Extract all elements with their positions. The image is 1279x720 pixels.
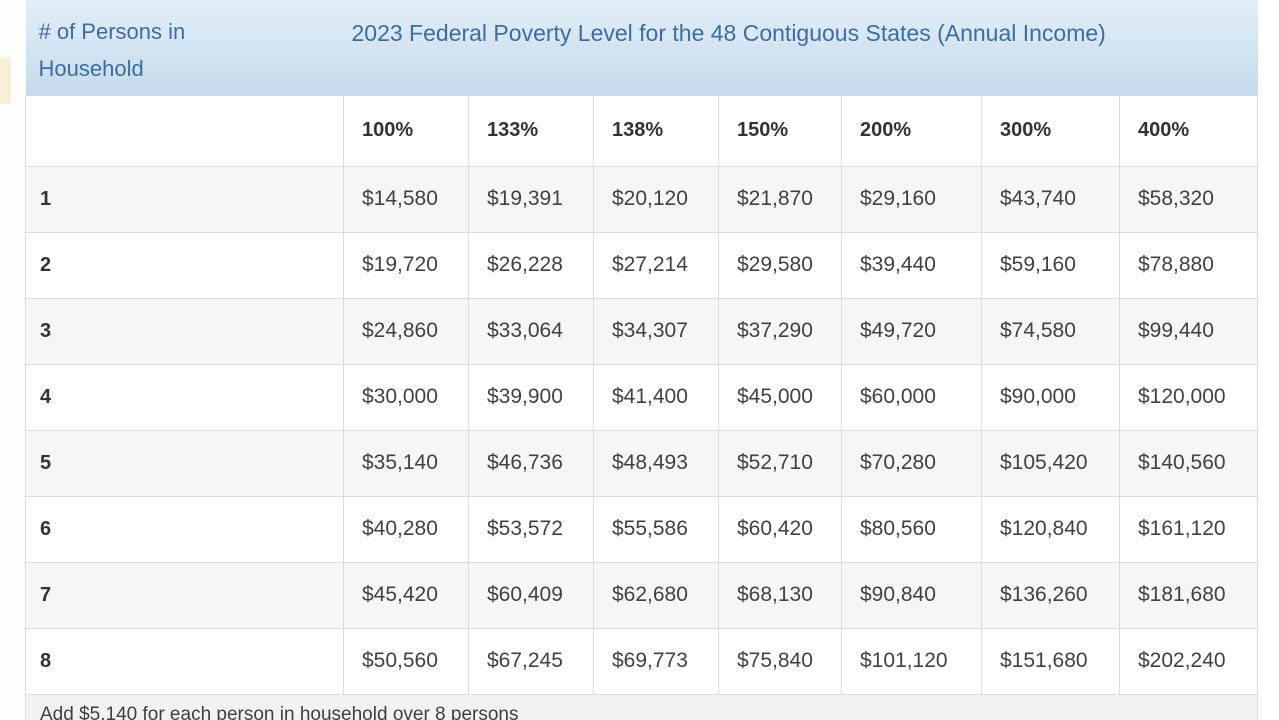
income-value-cell: $14,580 — [343, 165, 469, 233]
income-value-cell: $75,840 — [718, 627, 842, 695]
income-value-cell: $99,440 — [1118, 297, 1259, 365]
income-value-cell: $140,560 — [1118, 429, 1259, 497]
table-row: 2 $19,720 $26,228 $27,214 $29,580 $39,440 $59,… — [25, 231, 1259, 299]
footnote-row: Add $5,140 for each person in household … — [24, 693, 1259, 720]
income-value-cell: $19,391 — [468, 165, 594, 233]
income-value-cell: $30,000 — [343, 363, 469, 431]
blank-corner-cell — [25, 94, 344, 167]
percent-header-cell: 138% — [593, 94, 719, 167]
income-value-cell: $20,120 — [593, 165, 719, 233]
income-value-cell: $50,560 — [343, 627, 469, 695]
household-size-cell: 2 — [25, 231, 344, 299]
income-value-cell: $27,214 — [593, 231, 719, 299]
table-row: 7 $45,420 $60,409 $62,680 $68,130 $90,840 $136… — [25, 561, 1259, 629]
percent-header-row: 100% 133% 138% 150% 200% 300% 400% — [25, 94, 1259, 167]
income-value-cell: $21,870 — [718, 165, 842, 233]
income-value-cell: $69,773 — [593, 627, 719, 695]
income-value-cell: $39,440 — [841, 231, 982, 299]
income-value-cell: $39,900 — [468, 363, 594, 431]
income-value-cell: $37,290 — [718, 297, 842, 365]
income-value-cell: $58,320 — [1118, 165, 1259, 233]
income-value-cell: $29,160 — [841, 165, 982, 233]
fpl-title-cell: 2023 Federal Poverty Level for the 48 Co… — [343, 0, 1258, 95]
income-value-cell: $26,228 — [468, 231, 594, 299]
income-value-cell: $41,400 — [593, 363, 719, 431]
percent-header-cell: 400% — [1118, 94, 1259, 167]
income-value-cell: $29,580 — [718, 231, 842, 299]
percent-header-cell: 300% — [981, 94, 1120, 167]
income-value-cell: $59,160 — [981, 231, 1120, 299]
household-size-cell: 1 — [25, 165, 344, 233]
poverty-level-table: # of Persons in Household 2023 Federal P… — [24, 0, 1259, 720]
percent-header-cell: 150% — [718, 94, 842, 167]
income-value-cell: $33,064 — [468, 297, 594, 365]
income-value-cell: $40,280 — [343, 495, 469, 563]
income-value-cell: $101,120 — [841, 627, 982, 695]
income-value-cell: $55,586 — [593, 495, 719, 563]
income-value-cell: $34,307 — [593, 297, 719, 365]
income-value-cell: $120,000 — [1118, 363, 1259, 431]
income-value-cell: $48,493 — [593, 429, 719, 497]
table-row: 8 $50,560 $67,245 $69,773 $75,840 $101,120 $15… — [25, 627, 1259, 695]
household-size-cell: 4 — [25, 363, 344, 431]
table-row: 6 $40,280 $53,572 $55,586 $60,420 $80,560 $120… — [25, 495, 1259, 563]
footnote-text: Add $5,140 for each person in household … — [24, 693, 1259, 720]
household-size-cell: 8 — [25, 627, 344, 695]
income-value-cell: $67,245 — [468, 627, 594, 695]
income-value-cell: $78,880 — [1118, 231, 1259, 299]
income-value-cell: $45,000 — [718, 363, 842, 431]
income-value-cell: $45,420 — [343, 561, 469, 629]
table-row: 4 $30,000 $39,900 $41,400 $45,000 $60,000 $90,… — [25, 363, 1259, 431]
income-value-cell: $70,280 — [841, 429, 982, 497]
table-row: 3 $24,860 $33,064 $34,307 $37,290 $49,720 $74,… — [25, 297, 1259, 365]
persons-header-cell: # of Persons in Household — [25, 0, 344, 95]
income-value-cell: $136,260 — [981, 561, 1120, 629]
income-value-cell: $60,420 — [718, 495, 842, 563]
household-size-cell: 5 — [25, 429, 344, 497]
income-value-cell: $161,120 — [1118, 495, 1259, 563]
income-value-cell: $120,840 — [981, 495, 1120, 563]
income-value-cell: $19,720 — [343, 231, 469, 299]
income-value-cell: $49,720 — [841, 297, 982, 365]
income-value-cell: $60,409 — [468, 561, 594, 629]
table-title-row: # of Persons in Household 2023 Federal P… — [25, 0, 1258, 95]
table-row: 5 $35,140 $46,736 $48,493 $52,710 $70,280 $105… — [25, 429, 1259, 497]
income-value-cell: $90,840 — [841, 561, 982, 629]
household-size-cell: 6 — [25, 495, 344, 563]
income-value-cell: $24,860 — [343, 297, 469, 365]
percent-header-cell: 200% — [841, 94, 982, 167]
income-value-cell: $105,420 — [981, 429, 1120, 497]
left-margin-highlight — [0, 57, 11, 104]
income-value-cell: $43,740 — [981, 165, 1120, 233]
income-value-cell: $62,680 — [593, 561, 719, 629]
income-value-cell: $202,240 — [1118, 627, 1259, 695]
household-size-cell: 7 — [25, 561, 344, 629]
income-value-cell: $74,580 — [981, 297, 1120, 365]
income-value-cell: $151,680 — [981, 627, 1120, 695]
table-row: 1 $14,580 $19,391 $20,120 $21,870 $29,160 $43,… — [25, 165, 1259, 233]
table-body: 1 $14,580 $19,391 $20,120 $21,870 $29,160 $43,… — [25, 165, 1259, 695]
income-value-cell: $35,140 — [343, 429, 469, 497]
income-value-cell: $53,572 — [468, 495, 594, 563]
income-value-cell: $80,560 — [841, 495, 982, 563]
left-margin — [0, 0, 25, 720]
percent-header-cell: 133% — [468, 94, 594, 167]
household-size-cell: 3 — [25, 297, 344, 365]
income-value-cell: $181,680 — [1118, 561, 1259, 629]
income-value-cell: $46,736 — [468, 429, 594, 497]
income-value-cell: $68,130 — [718, 561, 842, 629]
income-value-cell: $52,710 — [718, 429, 842, 497]
income-value-cell: $90,000 — [981, 363, 1120, 431]
percent-header-cell: 100% — [343, 94, 469, 167]
income-value-cell: $60,000 — [841, 363, 982, 431]
